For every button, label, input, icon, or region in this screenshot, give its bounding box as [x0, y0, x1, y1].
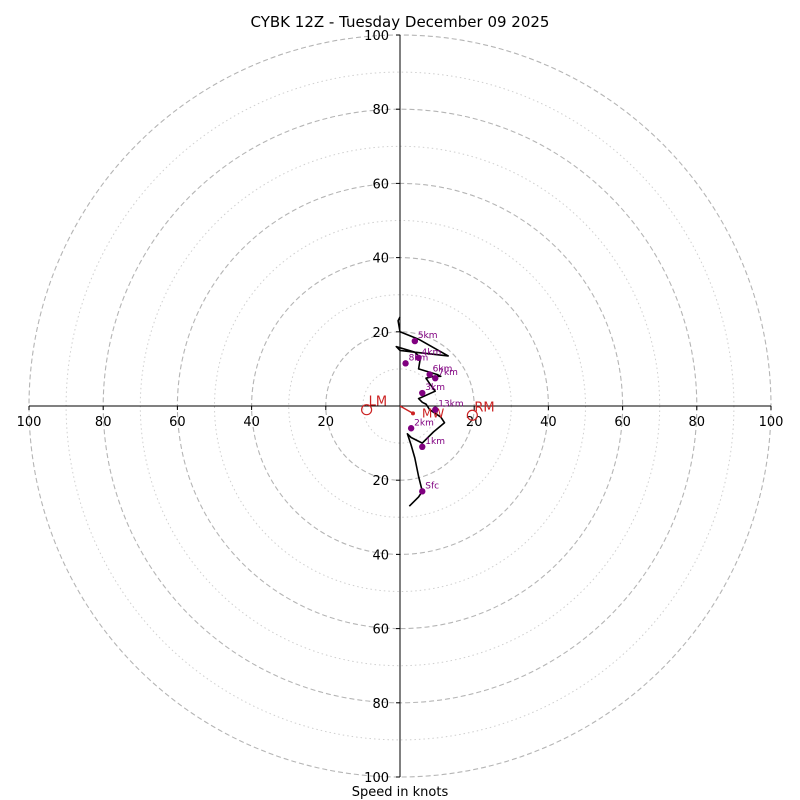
x-tick-label: 60 [614, 415, 631, 430]
height-marker-label: 5km [418, 331, 438, 341]
height-marker-dot [402, 360, 409, 367]
height-marker-dot [432, 406, 439, 413]
height-marker-label: 3km [425, 383, 445, 393]
height-marker-dot [407, 425, 415, 432]
height-marker-label: 7km [438, 368, 458, 378]
height-marker-label: 2km [414, 418, 434, 428]
height-marker-label: 13km [438, 400, 463, 410]
y-tick-label: 60 [372, 177, 389, 192]
height-marker-dot [419, 389, 426, 397]
y-tick-label: 80 [372, 697, 389, 712]
x-axis-label: Speed in knots [352, 785, 449, 800]
chart-title: CYBK 12Z - Tuesday December 09 2025 [251, 13, 550, 31]
mean-wind-label: MW [422, 406, 444, 420]
storm-motion-rm-marker [466, 409, 478, 421]
y-tick-label: 100 [364, 771, 389, 786]
storm-motion-lm-label: LM [369, 395, 387, 410]
x-tick-label: 100 [17, 415, 42, 430]
height-marker-label: 4km [422, 348, 442, 358]
height-marker-label: 6km [433, 364, 453, 374]
x-tick-label: 60 [169, 415, 186, 430]
storm-motion-lm-marker [361, 404, 373, 416]
height-marker-dot [415, 354, 422, 361]
height-marker-dot [419, 443, 426, 451]
height-marker-dot [411, 337, 419, 345]
mean-wind-vector [399, 405, 414, 415]
x-tick-label: 20 [466, 415, 483, 430]
height-marker-dot [432, 374, 439, 382]
height-markers: Sfc1km2km13km3km7km6km8km4km5km [402, 331, 464, 495]
x-tick-label: 80 [95, 415, 112, 430]
storm-motion: MW LM RM [361, 395, 495, 421]
axis-ticks: 100 80 60 40 20 20 40 60 80 100 100 80 60 40 20 20 40 60 8… [17, 29, 784, 786]
height-marker-dot [419, 488, 426, 495]
wind-trace [395, 316, 450, 507]
x-tick-label: 100 [759, 415, 784, 430]
y-tick-label: 20 [372, 326, 389, 341]
x-tick-label: 80 [689, 415, 706, 430]
y-tick-label: 40 [372, 252, 389, 267]
y-tick-label: 20 [372, 474, 389, 489]
y-tick-label: 100 [364, 29, 389, 44]
y-tick-label: 60 [372, 623, 389, 638]
height-marker-dot [426, 371, 433, 378]
height-marker-label: 1km [425, 437, 445, 447]
storm-motion-rm-label: RM [474, 400, 494, 415]
x-tick-label: 20 [318, 415, 335, 430]
mean-wind-marker [410, 411, 415, 416]
height-marker-label: Sfc [425, 481, 439, 491]
x-tick-label: 40 [540, 415, 557, 430]
y-tick-label: 80 [372, 103, 389, 118]
x-tick-label: 40 [243, 415, 260, 430]
y-tick-label: 40 [372, 548, 389, 563]
hodograph-trace [395, 316, 450, 507]
